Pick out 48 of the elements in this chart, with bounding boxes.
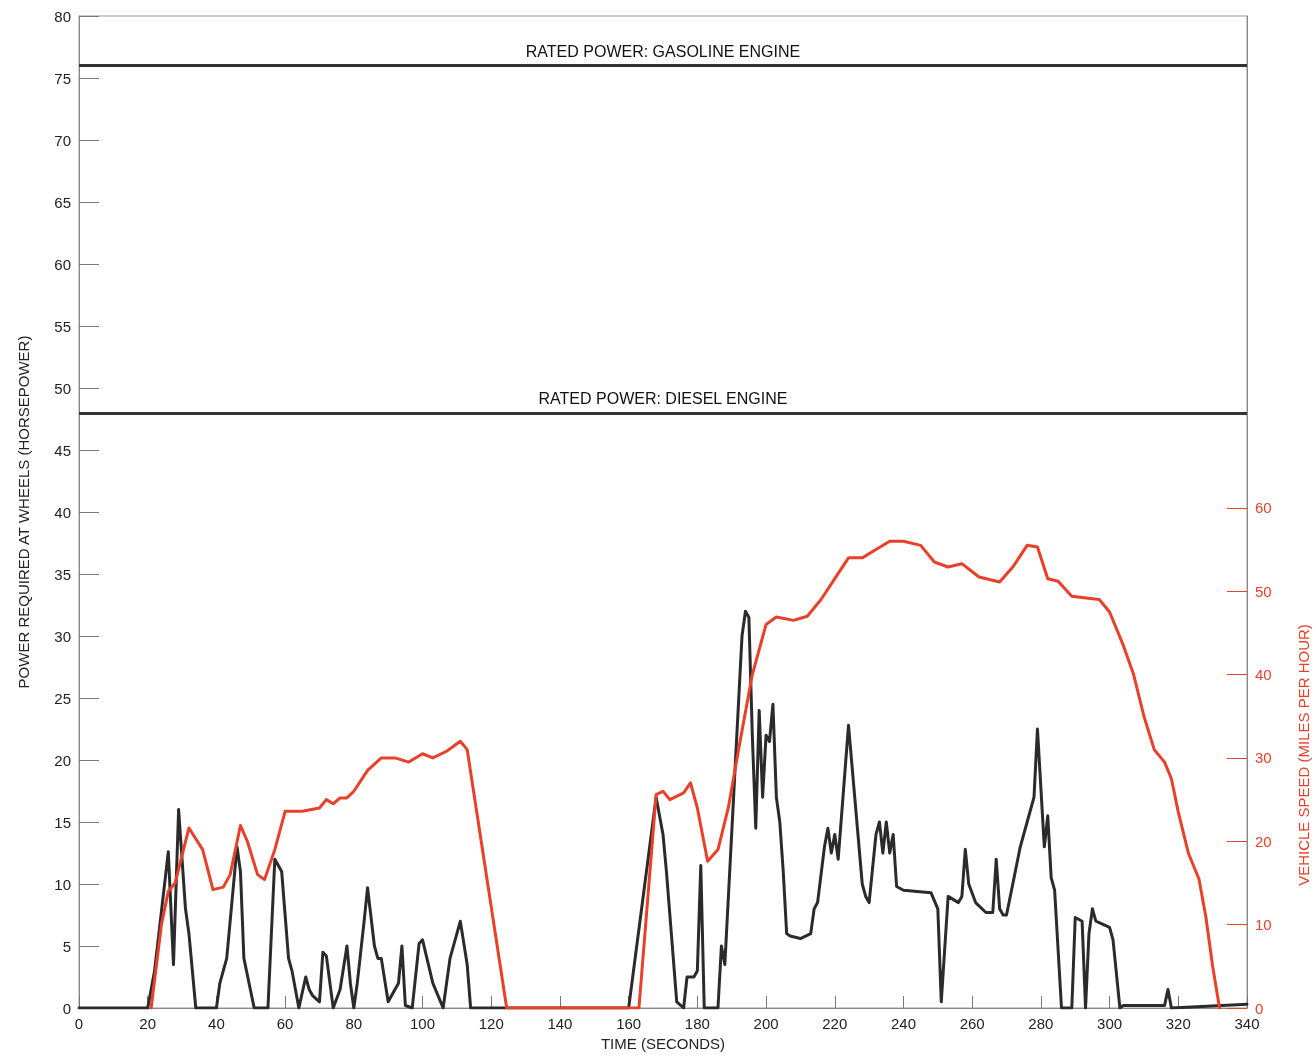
x-tick-label: 100	[410, 1015, 436, 1032]
x-tick-label: 60	[276, 1015, 294, 1032]
y2-axis-title: VEHICLE SPEED (MILES PER HOUR)	[1294, 624, 1312, 886]
x-tick-label: 80	[345, 1015, 363, 1032]
x-axis-title: TIME (SECONDS)	[600, 1035, 726, 1052]
x-tick-label: 240	[890, 1015, 916, 1032]
y-tick-label: 35	[54, 565, 71, 583]
x-tick-label: 260	[959, 1015, 985, 1032]
x-tick-label: 120	[478, 1015, 504, 1032]
x-tick-label: 320	[1165, 1015, 1191, 1032]
y2-tick-label: 0	[1255, 999, 1264, 1017]
y-tick-label: 25	[54, 689, 71, 707]
y-tick-label: 60	[54, 255, 71, 273]
x-tick-label: 340	[1234, 1015, 1260, 1032]
y-tick-label: 10	[54, 875, 71, 893]
line-series	[149, 539, 1222, 1010]
x-tick-label: 160	[616, 1015, 642, 1032]
y2-tick-label: 40	[1255, 666, 1272, 684]
x-tick-label: 200	[753, 1015, 779, 1032]
y-axis-title: POWER REQUIRED AT WHEELS (HORSEPOWER)	[15, 335, 32, 689]
y-tick-label: 0	[62, 999, 71, 1017]
ref-line-label: RATED POWER: DIESEL ENGINE	[538, 390, 788, 408]
y2-tick-label: 30	[1255, 749, 1272, 767]
y2-tick-label: 50	[1255, 582, 1272, 600]
y-tick-label: 15	[54, 813, 71, 831]
y2-tick-label: 20	[1255, 832, 1272, 850]
y-tick-label: 80	[54, 7, 71, 25]
y2-tick-label: 60	[1255, 499, 1272, 517]
y-tick-label: 50	[54, 379, 71, 397]
x-tick-label: 280	[1028, 1015, 1054, 1032]
y-tick-label: 55	[54, 317, 71, 335]
x-tick-label: 220	[822, 1015, 848, 1032]
y-tick-label: 30	[54, 627, 71, 645]
y-tick-label: 75	[54, 69, 71, 87]
x-tick-label: 40	[208, 1015, 225, 1032]
y-tick-label: 40	[54, 503, 71, 521]
ref-line-label: RATED POWER: GASOLINE ENGINE	[525, 43, 801, 61]
y-tick-label: 45	[54, 441, 71, 459]
y-tick-label: 70	[54, 131, 71, 149]
y2-tick-label: 10	[1255, 916, 1272, 934]
y-tick-label: 20	[54, 751, 71, 769]
x-tick-label: 180	[684, 1015, 710, 1032]
x-tick-label: 140	[547, 1015, 573, 1032]
y-tick-label: 65	[54, 193, 71, 211]
x-tick-label: 0	[74, 1015, 84, 1032]
x-tick-label: 300	[1097, 1015, 1123, 1032]
x-tick-label: 20	[139, 1015, 157, 1032]
y-tick-label: 5	[62, 937, 71, 955]
